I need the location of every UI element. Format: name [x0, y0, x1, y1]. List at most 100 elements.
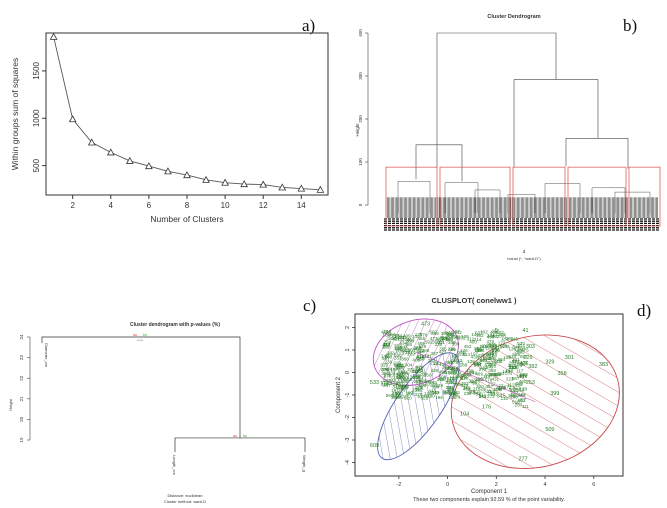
clusplot-point: 143: [467, 370, 475, 375]
clusplot-point: 141: [490, 333, 498, 338]
clusplot-point: 264: [401, 386, 409, 391]
clusplot-subtitle: These two components explain 92.59 % of …: [413, 497, 565, 503]
clusplot-point: 431: [491, 377, 499, 382]
clusplot-point: 273: [479, 367, 487, 372]
clusplot-point: 233: [482, 352, 490, 357]
clusplot-point-label: 358: [557, 371, 566, 377]
clusplot-point: 513: [398, 369, 406, 374]
clusplot-point: 392: [381, 371, 389, 376]
clusplot-point: 277: [402, 350, 410, 355]
clusplot-point: 286: [414, 379, 422, 384]
clusplot-point: 401: [453, 390, 461, 395]
clusplot-point: 146: [474, 362, 482, 367]
clusplot-point: 246: [488, 372, 496, 377]
elbow-xtick-label: 10: [221, 201, 230, 210]
dendrogram-title: Cluster Dendrogram: [487, 14, 540, 20]
clusplot-point: 469: [475, 371, 483, 376]
clusplot-point: 218: [505, 368, 513, 373]
clusplot-point: 567: [509, 387, 517, 392]
clusplot-point: 536: [395, 333, 403, 338]
clusplot-point: 322: [468, 378, 476, 383]
clusplot-point: 281: [450, 369, 458, 374]
clusplot-point: 547: [395, 363, 403, 368]
clusplot-point: 106: [477, 348, 485, 353]
cluster-connector: [415, 351, 536, 403]
clusplot-point: 408: [520, 360, 528, 365]
clusplot-point: 584: [387, 332, 395, 337]
clusplot-point: 454: [497, 357, 505, 362]
clusplot-point: 302: [508, 393, 516, 398]
clusplot-point: 123: [444, 389, 452, 394]
clusplot-point: 236: [464, 391, 472, 396]
clusplot-point: 532: [383, 378, 391, 383]
clusplot-point: 384: [517, 393, 525, 398]
clusplot-point-label: 176: [482, 405, 491, 411]
clusplot-point: 466: [447, 332, 455, 337]
clusplot-point: 263: [394, 356, 402, 361]
clusplot-point: 357: [474, 362, 482, 367]
pvalue-leaf-label: Length_cm: [172, 455, 177, 475]
clusplot-point: 565: [517, 349, 525, 354]
clusplot-point: 451: [439, 362, 447, 367]
clusplot-point: 157: [450, 358, 458, 363]
clusplot-point: 434: [399, 340, 407, 345]
dendrogram-cluster-box: [439, 166, 511, 227]
clusplot-point: 265: [430, 382, 438, 387]
clusplot-point: 571: [456, 360, 464, 365]
clusplot-point: 175: [415, 332, 423, 337]
clusplot-point: 247: [405, 350, 413, 355]
clusplot-point: 333: [449, 388, 457, 393]
clusplot-point: 206: [510, 395, 518, 400]
clusplot-point: 126: [467, 359, 475, 364]
clusplot-point: 325: [382, 344, 390, 349]
clusplot-point: 133: [505, 370, 513, 375]
clusplot-point: 542: [445, 330, 453, 335]
clusplot-point: 325: [421, 395, 429, 400]
dendrogram-branch: [415, 144, 437, 180]
clusplot-point: 110: [455, 374, 463, 379]
clusplot-point: 100: [517, 346, 525, 351]
clusplot-point: 314: [462, 352, 470, 357]
clusplot-point: 372: [492, 334, 500, 339]
clusplot-point: 409: [403, 333, 411, 338]
clusplot-point: 494: [385, 366, 393, 371]
clusplot-point: 557: [520, 354, 528, 359]
clusplot-point: 301: [469, 390, 477, 395]
clusplot-point: 101: [512, 357, 520, 362]
elbow-line: [53, 36, 321, 191]
clusplot-point: 236: [448, 347, 456, 352]
clusplot-point: 266: [516, 362, 524, 367]
clusplot-point: 473: [486, 339, 494, 344]
elbow-point: [240, 180, 249, 188]
clusplot-point: 306: [514, 348, 522, 353]
clusplot-point: 318: [475, 347, 483, 352]
clusplot-point: 469: [417, 341, 425, 346]
pvalue-ytick-label: 20: [19, 416, 24, 422]
clusplot-point: 289: [447, 366, 455, 371]
pvalue-edge-label: edge: [137, 338, 144, 342]
clusplot-xtick-label: 2: [495, 482, 498, 488]
clusplot-point: 388: [448, 371, 456, 376]
clusplot-point: 204: [454, 371, 462, 376]
clusplot-point: 295: [459, 351, 467, 356]
clusplot-point: 594: [432, 385, 440, 390]
pvalue-bp-label: bp: [143, 333, 147, 337]
clusplot-ytick-label: 1: [345, 348, 351, 351]
clusplot-point: 332: [458, 335, 466, 340]
clusplot-point: 214: [517, 343, 525, 348]
clusplot-point: 123: [449, 377, 457, 382]
clusplot-point: 153: [445, 337, 453, 342]
clusplot-point: 582: [453, 334, 461, 339]
clusplot-point-label: 609: [370, 443, 379, 449]
clusplot-point: 395: [437, 377, 445, 382]
clusplot-point: 172: [498, 340, 506, 345]
clusplot-point: 448: [489, 345, 497, 350]
clusplot-point: 528: [478, 386, 486, 391]
clusplot-point: 423: [439, 350, 447, 355]
clusplot-point: 185: [475, 377, 483, 382]
elbow-point: [49, 32, 58, 40]
clusplot-point: 219: [399, 335, 407, 340]
elbow-xtick-label: 14: [297, 201, 306, 210]
clusplot-title: CLUSPLOT( conelww1 ): [431, 296, 517, 305]
clusplot-point: 503: [454, 358, 462, 363]
